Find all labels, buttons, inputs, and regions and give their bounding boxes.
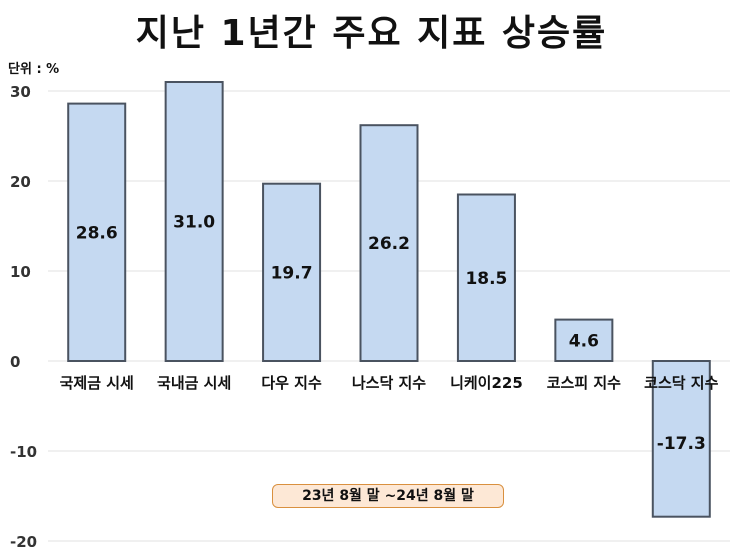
y-tick-label: 10 (10, 263, 31, 281)
x-tick-label: 코스닥 지수 (644, 374, 718, 392)
bar (554, 318, 614, 363)
x-tick-label: 국제금 시세 (60, 374, 134, 392)
data-label: 28.6 (76, 223, 118, 243)
unit-label: 단위 : % (8, 62, 60, 77)
bar (456, 193, 516, 362)
bar (651, 360, 711, 518)
data-label: -17.3 (657, 434, 706, 454)
y-tick-label: 0 (10, 353, 20, 371)
data-label: 18.5 (465, 269, 507, 289)
y-tick-label: -20 (10, 533, 37, 551)
bar (164, 81, 224, 362)
y-tick-label: -10 (10, 443, 37, 461)
bar (359, 124, 419, 362)
x-tick-label: 니케이225 (450, 374, 523, 392)
data-label: 4.6 (569, 331, 599, 351)
chart-title: 지난 1년간 주요 지표 상승률 (135, 13, 608, 54)
data-label: 31.0 (173, 213, 215, 233)
bar (67, 102, 127, 362)
y-tick-label: 30 (10, 83, 31, 101)
y-tick-label: 20 (10, 173, 31, 191)
x-tick-label: 다우 지수 (261, 374, 322, 392)
x-tick-label: 나스닥 지수 (352, 374, 426, 392)
x-tick-label: 코스피 지수 (547, 374, 621, 392)
data-label: 19.7 (271, 263, 313, 283)
x-tick-label: 국내금 시세 (157, 374, 231, 392)
bar (262, 182, 322, 362)
period-annotation: 23년 8월 말 ~24년 8월 말 (272, 484, 504, 508)
data-label: 26.2 (368, 234, 410, 254)
